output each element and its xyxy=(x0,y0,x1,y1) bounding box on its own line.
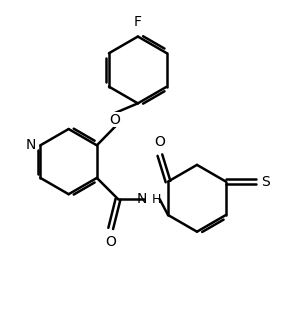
Text: O: O xyxy=(154,135,165,149)
Text: N: N xyxy=(26,138,36,152)
Text: H: H xyxy=(151,193,161,206)
Text: F: F xyxy=(134,15,142,29)
Text: N: N xyxy=(136,192,147,206)
Text: S: S xyxy=(261,174,270,188)
Text: O: O xyxy=(109,113,120,127)
Text: O: O xyxy=(105,234,116,248)
